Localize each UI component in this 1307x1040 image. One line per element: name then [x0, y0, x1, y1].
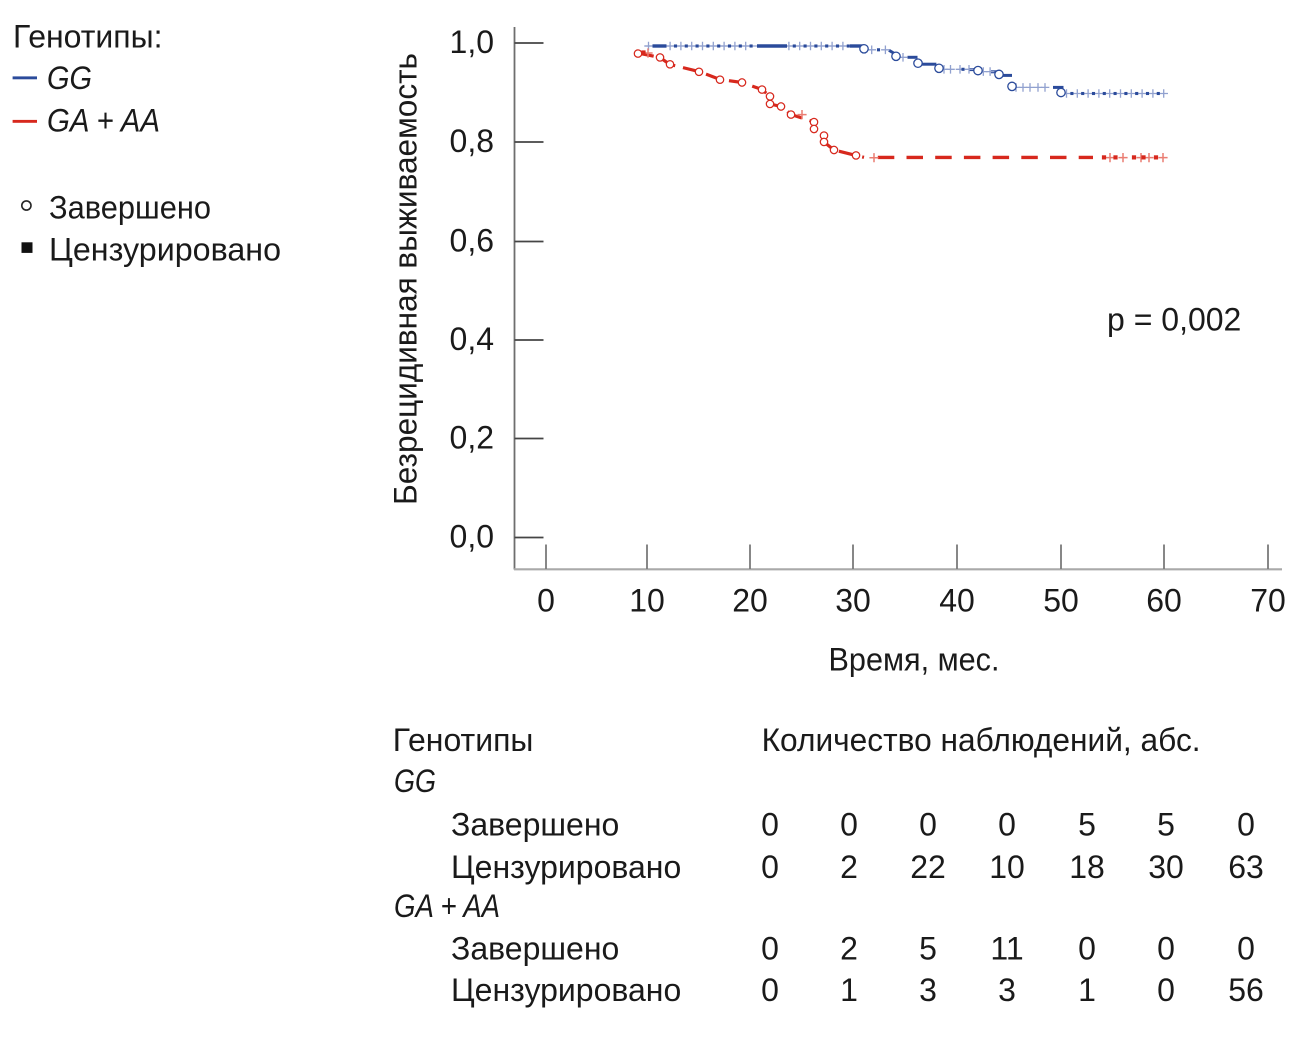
- svg-text:5: 5: [1078, 807, 1096, 843]
- svg-text:60: 60: [1146, 583, 1182, 619]
- svg-text:Завершено: Завершено: [451, 807, 619, 843]
- svg-text:0,2: 0,2: [450, 420, 494, 456]
- svg-text:5: 5: [1157, 807, 1175, 843]
- svg-text:GA + AA: GA + AA: [394, 888, 500, 924]
- svg-text:70: 70: [1250, 583, 1286, 619]
- svg-text:Количество наблюдений, абс.: Количество наблюдений, абс.: [762, 722, 1201, 758]
- svg-text:Безрецидивная выживаемость: Безрецидивная выживаемость: [388, 53, 424, 505]
- svg-text:56: 56: [1228, 972, 1264, 1008]
- svg-text:40: 40: [939, 583, 975, 619]
- svg-text:11: 11: [990, 931, 1023, 967]
- svg-text:1: 1: [1078, 972, 1096, 1008]
- svg-text:10: 10: [629, 583, 665, 619]
- svg-text:0: 0: [1157, 931, 1175, 967]
- svg-text:5: 5: [919, 931, 937, 967]
- svg-text:0: 0: [840, 807, 858, 843]
- svg-text:Генотипы:: Генотипы:: [13, 19, 163, 55]
- svg-text:0: 0: [1237, 807, 1255, 843]
- svg-text:0,0: 0,0: [450, 519, 494, 555]
- svg-text:0: 0: [761, 931, 779, 967]
- svg-text:20: 20: [732, 583, 768, 619]
- svg-text:GG: GG: [394, 763, 436, 799]
- svg-text:3: 3: [998, 972, 1016, 1008]
- svg-text:0,6: 0,6: [450, 223, 494, 259]
- svg-text:0: 0: [537, 583, 555, 619]
- svg-text:0,8: 0,8: [450, 123, 494, 159]
- svg-text:GG: GG: [47, 60, 92, 96]
- svg-text:2: 2: [840, 849, 858, 885]
- svg-text:1: 1: [840, 972, 858, 1008]
- svg-text:Время, мес.: Время, мес.: [829, 642, 1000, 678]
- svg-text:GA + AA: GA + AA: [47, 103, 160, 139]
- svg-text:0: 0: [919, 807, 937, 843]
- svg-text:Цензурировано: Цензурировано: [49, 231, 281, 267]
- svg-text:0: 0: [1157, 972, 1175, 1008]
- svg-text:0: 0: [998, 807, 1016, 843]
- svg-text:50: 50: [1043, 583, 1079, 619]
- svg-text:Цензурировано: Цензурировано: [451, 849, 681, 885]
- svg-text:Завершено: Завершено: [451, 931, 619, 967]
- svg-text:63: 63: [1228, 849, 1264, 885]
- svg-text:0,4: 0,4: [450, 321, 494, 357]
- svg-text:1,0: 1,0: [450, 24, 494, 60]
- svg-text:0: 0: [1237, 931, 1255, 967]
- svg-text:Генотипы: Генотипы: [393, 722, 534, 758]
- svg-text:18: 18: [1069, 849, 1105, 885]
- svg-text:0: 0: [761, 807, 779, 843]
- svg-text:10: 10: [989, 849, 1025, 885]
- svg-text:p = 0,002: p = 0,002: [1107, 302, 1241, 338]
- svg-text:30: 30: [1148, 849, 1184, 885]
- svg-text:0: 0: [1078, 931, 1096, 967]
- svg-text:Завершено: Завершено: [49, 190, 211, 226]
- svg-text:30: 30: [835, 583, 871, 619]
- svg-text:2: 2: [840, 931, 858, 967]
- svg-text:22: 22: [910, 849, 946, 885]
- svg-text:0: 0: [761, 849, 779, 885]
- svg-text:0: 0: [761, 972, 779, 1008]
- svg-text:3: 3: [919, 972, 937, 1008]
- svg-text:Цензурировано: Цензурировано: [451, 972, 681, 1008]
